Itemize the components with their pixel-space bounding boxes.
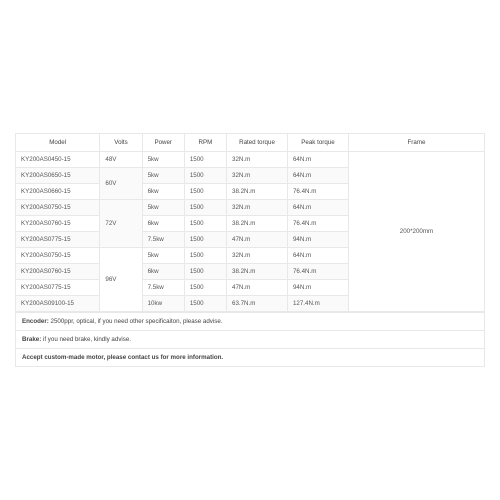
cell-rpm: 1500 (184, 296, 226, 312)
cell-rpm: 1500 (184, 280, 226, 296)
col-rpm: RPM (184, 134, 226, 152)
cell-peak: 64N.m (287, 248, 348, 264)
col-rated: Rated torque (227, 134, 288, 152)
cell-model: KY200AS0750-15 (16, 248, 100, 264)
table-row: KY200AS0450-1548V5kw150032N.m64N.m200*20… (16, 152, 485, 168)
cell-rated: 38.2N.m (227, 216, 288, 232)
cell-rated: 38.2N.m (227, 184, 288, 200)
cell-model: KY200AS0450-15 (16, 152, 100, 168)
cell-volts: 96V (100, 248, 142, 312)
cell-model: KY200AS09100-15 (16, 296, 100, 312)
cell-peak: 64N.m (287, 152, 348, 168)
cell-power: 6kw (142, 216, 184, 232)
cell-power: 5kw (142, 152, 184, 168)
cell-model: KY200AS0650-15 (16, 168, 100, 184)
cell-rated: 63.7N.m (227, 296, 288, 312)
cell-model: KY200AS0760-15 (16, 216, 100, 232)
col-volts: Volts (100, 134, 142, 152)
header-row: Model Volts Power RPM Rated torque Peak … (16, 134, 485, 152)
cell-frame: 200*200mm (348, 152, 484, 312)
cell-model: KY200AS0660-15 (16, 184, 100, 200)
cell-rated: 32N.m (227, 200, 288, 216)
col-peak: Peak torque (287, 134, 348, 152)
cell-rpm: 1500 (184, 200, 226, 216)
cell-rated: 47N.m (227, 232, 288, 248)
cell-model: KY200AS0775-15 (16, 280, 100, 296)
cell-rpm: 1500 (184, 264, 226, 280)
cell-rpm: 1500 (184, 152, 226, 168)
cell-rated: 32N.m (227, 248, 288, 264)
cell-peak: 94N.m (287, 232, 348, 248)
cell-power: 5kw (142, 248, 184, 264)
cell-rpm: 1500 (184, 248, 226, 264)
col-power: Power (142, 134, 184, 152)
cell-rpm: 1500 (184, 184, 226, 200)
cell-volts: 48V (100, 152, 142, 168)
cell-power: 7.5kw (142, 232, 184, 248)
cell-peak: 76.4N.m (287, 264, 348, 280)
cell-model: KY200AS0760-15 (16, 264, 100, 280)
cell-peak: 127.4N.m (287, 296, 348, 312)
cell-peak: 76.4N.m (287, 184, 348, 200)
col-model: Model (16, 134, 100, 152)
cell-rpm: 1500 (184, 216, 226, 232)
cell-power: 6kw (142, 184, 184, 200)
cell-rated: 32N.m (227, 152, 288, 168)
cell-power: 5kw (142, 168, 184, 184)
cell-rated: 32N.m (227, 168, 288, 184)
note-line: Brake: if you need brake, kindly advise. (16, 330, 484, 348)
spec-sheet: Model Volts Power RPM Rated torque Peak … (15, 133, 485, 367)
cell-rated: 47N.m (227, 280, 288, 296)
cell-model: KY200AS0775-15 (16, 232, 100, 248)
cell-rpm: 1500 (184, 168, 226, 184)
cell-power: 10kw (142, 296, 184, 312)
cell-volts: 60V (100, 168, 142, 200)
cell-peak: 94N.m (287, 280, 348, 296)
cell-model: KY200AS0750-15 (16, 200, 100, 216)
note-line: Accept custom-made motor, please contact… (16, 348, 484, 366)
cell-power: 6kw (142, 264, 184, 280)
cell-peak: 76.4N.m (287, 216, 348, 232)
note-line: Encoder: 2500ppr, optical, if you need o… (16, 312, 484, 330)
col-frame: Frame (348, 134, 484, 152)
cell-rpm: 1500 (184, 232, 226, 248)
cell-power: 7.5kw (142, 280, 184, 296)
cell-rated: 38.2N.m (227, 264, 288, 280)
cell-volts: 72V (100, 200, 142, 248)
cell-power: 5kw (142, 200, 184, 216)
cell-peak: 64N.m (287, 200, 348, 216)
spec-table: Model Volts Power RPM Rated torque Peak … (15, 133, 485, 312)
notes-block: Encoder: 2500ppr, optical, if you need o… (15, 312, 485, 367)
cell-peak: 64N.m (287, 168, 348, 184)
